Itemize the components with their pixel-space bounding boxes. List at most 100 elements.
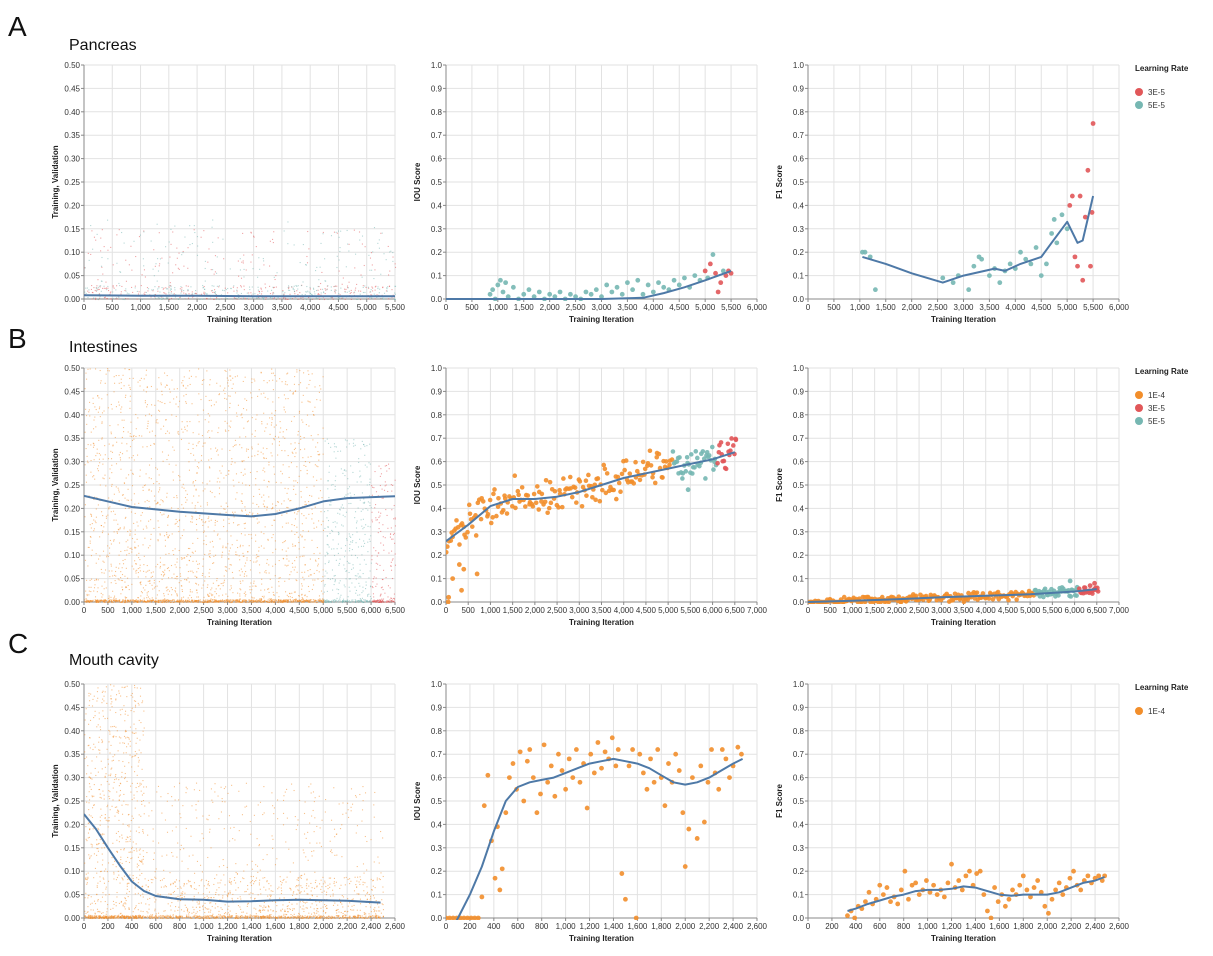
loss-point [290,420,293,422]
loss-point [293,524,295,527]
loss-point [328,465,330,467]
loss-point [364,454,366,456]
loss-point [260,589,262,591]
loss-point [297,298,299,301]
loss-point [382,589,384,591]
loss-point [287,547,289,549]
loss-point [242,580,244,582]
loss-point [187,570,189,573]
loss-point [91,291,93,294]
loss-point [283,293,285,295]
loss-point [322,569,324,571]
loss-point [88,411,90,413]
loss-point [337,593,339,595]
loss-point [266,486,268,488]
loss-point [334,485,336,487]
loss-point [96,452,98,454]
loss-point [251,589,253,591]
loss-point [224,392,226,395]
loss-point [134,285,136,287]
loss-point [134,560,136,562]
loss-point [135,600,137,602]
loss-point [169,282,171,284]
loss-point [372,586,374,589]
loss-point [272,401,274,403]
data-point [459,587,464,593]
loss-point [177,601,179,603]
loss-point [344,291,346,293]
loss-point [286,492,288,494]
loss-point [173,573,175,575]
loss-point [320,601,322,603]
loss-point [309,288,311,290]
trend-line [84,294,395,298]
loss-point [349,492,351,494]
loss-point [124,601,126,604]
loss-point [195,560,198,562]
loss-point [208,248,210,250]
loss-point [165,587,167,589]
loss-point [266,382,268,384]
loss-point [101,437,103,439]
loss-point [88,600,90,602]
loss-point [248,545,250,547]
loss-point [383,253,385,255]
loss-point [197,600,199,602]
loss-point [250,292,252,294]
loss-point [255,540,257,542]
loss-point [270,452,272,454]
loss-point [162,298,165,300]
loss-point [210,290,213,292]
loss-point [172,231,174,233]
loss-point [383,549,385,551]
data-point [1054,240,1060,246]
loss-point [275,481,277,483]
loss-point [252,512,254,514]
loss-point [181,590,183,593]
loss-point [390,250,392,252]
loss-point [125,600,127,602]
loss-point [313,600,315,602]
loss-point [391,538,393,540]
loss-point [176,561,178,563]
loss-point [115,463,118,465]
loss-point [282,600,284,602]
loss-point [281,526,284,528]
loss-point [307,570,309,572]
data-point [473,533,479,538]
loss-point [97,470,99,472]
loss-point [287,298,289,300]
loss-point [361,440,363,442]
y-tick-label: 0.7 [793,131,805,140]
loss-point [269,297,271,299]
loss-point [339,558,341,560]
loss-point [306,255,308,258]
loss-point [333,231,336,233]
loss-point [125,600,127,602]
loss-point [311,373,313,375]
loss-point [195,523,198,525]
loss-point [181,421,183,423]
loss-point [248,484,251,487]
loss-point [195,601,197,603]
loss-point [345,470,347,472]
loss-point [245,484,247,486]
loss-point [282,293,284,295]
loss-point [293,569,295,571]
loss-point [166,586,168,588]
loss-point [160,428,162,430]
loss-point [197,584,200,586]
loss-point [341,283,343,285]
loss-point [153,482,155,485]
loss-point [337,298,339,300]
y-tick-label: 0.25 [64,178,80,187]
loss-point [333,601,335,603]
loss-point [148,477,150,479]
loss-point [118,401,120,403]
loss-point [228,425,230,427]
loss-point [329,504,331,506]
loss-point [333,286,335,288]
loss-point [316,465,318,467]
loss-point [168,432,170,434]
y-tick-label: 0.6 [431,155,443,164]
